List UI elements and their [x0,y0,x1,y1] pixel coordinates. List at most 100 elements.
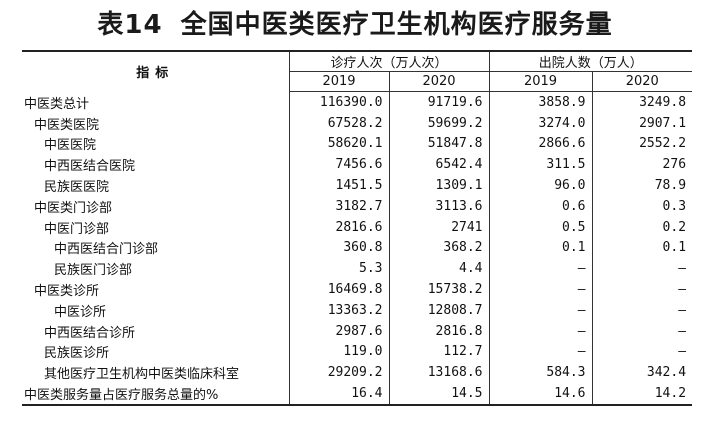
row-value: 2552.2 [639,136,687,152]
row-value: 14.6 [489,383,593,406]
row-value: – [678,323,687,339]
row-value: 58620.1 [289,133,390,155]
row-label: 民族医诊所 [22,341,290,363]
table-row: 中医类服务量占医疗服务总量的% 16.4 14.5 14.6 14.2 [22,383,693,406]
row-label: 中医类诊所 [22,279,290,300]
row-value: 2907.1 [639,115,687,131]
row-value: 3113.6 [389,195,490,217]
table-row: 中医医院 58620.1 51847.8 2866.6 2552.2 [22,133,692,155]
row-label: 中西医结合诊所 [22,320,290,342]
row-label: 中医医院 [22,133,290,155]
header-year: 2019 [489,71,593,92]
row-label: 中西医结合医院 [22,154,290,176]
row-value: 12808.7 [389,299,490,321]
row-value: 0.2 [662,219,687,235]
row-value: 311.5 [489,154,593,176]
row-value: 3274.0 [489,112,593,134]
row-value: 1309.1 [389,175,490,196]
row-label: 中医类服务量占医疗服务总量的% [22,383,290,406]
row-value: 119.0 [289,341,390,363]
row-value: 15738.2 [389,279,490,300]
row-value: – [489,279,593,300]
row-value: 0.1 [489,237,593,259]
statistics-table: 指标 诊疗人次（万人次） 出院人数（万人） 2019 2020 2019 202… [22,50,693,406]
table-row: 中西医结合诊所 2987.6 2816.8– – [22,320,692,342]
row-value: – [489,320,593,342]
header-year: 2020 [389,71,490,92]
row-label: 中西医结合门诊部 [22,237,290,259]
row-value: 112.7 [389,341,490,363]
row-value: – [489,258,593,280]
row-value: 3858.9 [489,91,593,113]
table-row: 其他医疗卫生机构中医类临床科室 29209.2 13168.6 584.3 342.4 [22,362,692,384]
header-visits-group: 诊疗人次（万人次） [289,50,490,72]
row-value: 13168.6 [389,362,490,384]
row-value: 16.4 [289,383,390,406]
row-value: 4.4 [389,258,490,280]
row-value: 360.8 [289,237,390,259]
table-row: 中医类医院 67528.2 59699.2 3274.0 2907.1 [22,112,692,134]
table-body: 中医类总计 116390.0 91719.6 3858.9 3249.8 中医类医院 675… [22,91,693,406]
row-value: 67528.2 [289,112,390,134]
row-value: 14.2 [592,383,693,406]
row-label: 中医诊所 [22,299,290,321]
row-label: 中医类门诊部 [22,195,290,217]
row-value: – [678,302,687,318]
table-number: 表14 [97,10,163,40]
row-value: – [489,299,593,321]
row-value: 342.4 [646,365,687,381]
row-value: 0.5 [489,216,593,238]
header-year: 2020 [592,71,693,92]
row-value: 91719.6 [389,91,490,113]
row-value: 5.3 [289,258,390,280]
row-value: – [678,344,687,360]
row-value: 51847.8 [389,133,490,155]
row-value: 116390.0 [289,91,390,113]
row-value: 0.1 [662,240,687,256]
table-row: 中医诊所 13363.2 12808.7– – [22,299,692,321]
row-value: 2816.6 [289,216,390,238]
row-value: 13363.2 [289,299,390,321]
row-value: 0.6 [489,195,593,217]
row-label: 中医类医院 [22,112,290,134]
table-row: 中医类总计 116390.0 91719.6 3858.9 3249.8 [22,91,692,113]
row-value: 276 [662,157,687,173]
row-value: 6542.4 [389,154,490,176]
row-value: 16469.8 [289,279,390,300]
row-value: – [489,341,593,363]
row-value: 368.2 [389,237,490,259]
row-label: 中医类总计 [22,91,290,113]
table-row: 民族医医院 1451.5 1309.1 96.0 78.9 [22,175,692,196]
table-row: 中西医结合门诊部 360.8 368.2 0.1 0.1 [22,237,692,259]
row-value: 96.0 [489,175,593,196]
table-title-text: 全国中医类医疗卫生机构医疗服务量 [180,10,613,40]
row-value: 584.3 [489,362,593,384]
row-value: 1451.5 [289,175,390,196]
row-value: 2741 [389,216,490,238]
table-row: 中医类诊所 16469.8 15738.2– – [22,279,692,300]
table-title: 表14 全国中医类医疗卫生机构医疗服务量 [0,4,710,41]
row-value: 78.9 [654,178,687,194]
row-value: 3182.7 [289,195,390,217]
header-indicator: 指标 [22,50,290,92]
row-value: – [678,282,687,298]
header-discharges-group: 出院人数（万人） [489,50,693,72]
table-row: 中医门诊部 2816.6 2741 0.5 0.2 [22,216,692,238]
header-year: 2019 [289,71,390,92]
row-label: 民族医门诊部 [22,258,290,280]
table-header: 指标 诊疗人次（万人次） 出院人数（万人） 2019 2020 2019 202… [22,50,693,92]
row-value: – [678,261,687,277]
row-value: 2816.8 [389,320,490,342]
row-value: 29209.2 [289,362,390,384]
table-row: 民族医门诊部 5.3 4.4– – [22,258,692,280]
row-label: 民族医医院 [22,175,290,196]
row-value: 7456.6 [289,154,390,176]
table-row: 中医类门诊部 3182.7 3113.6 0.6 0.3 [22,195,692,217]
table-row: 中西医结合医院 7456.6 6542.4 311.5 276 [22,154,692,176]
row-value: 59699.2 [389,112,490,134]
row-value: 3249.8 [639,94,687,110]
row-value: 0.3 [662,198,687,214]
row-value: 2987.6 [289,320,390,342]
row-value: 2866.6 [489,133,593,155]
row-label: 其他医疗卫生机构中医类临床科室 [22,362,290,384]
